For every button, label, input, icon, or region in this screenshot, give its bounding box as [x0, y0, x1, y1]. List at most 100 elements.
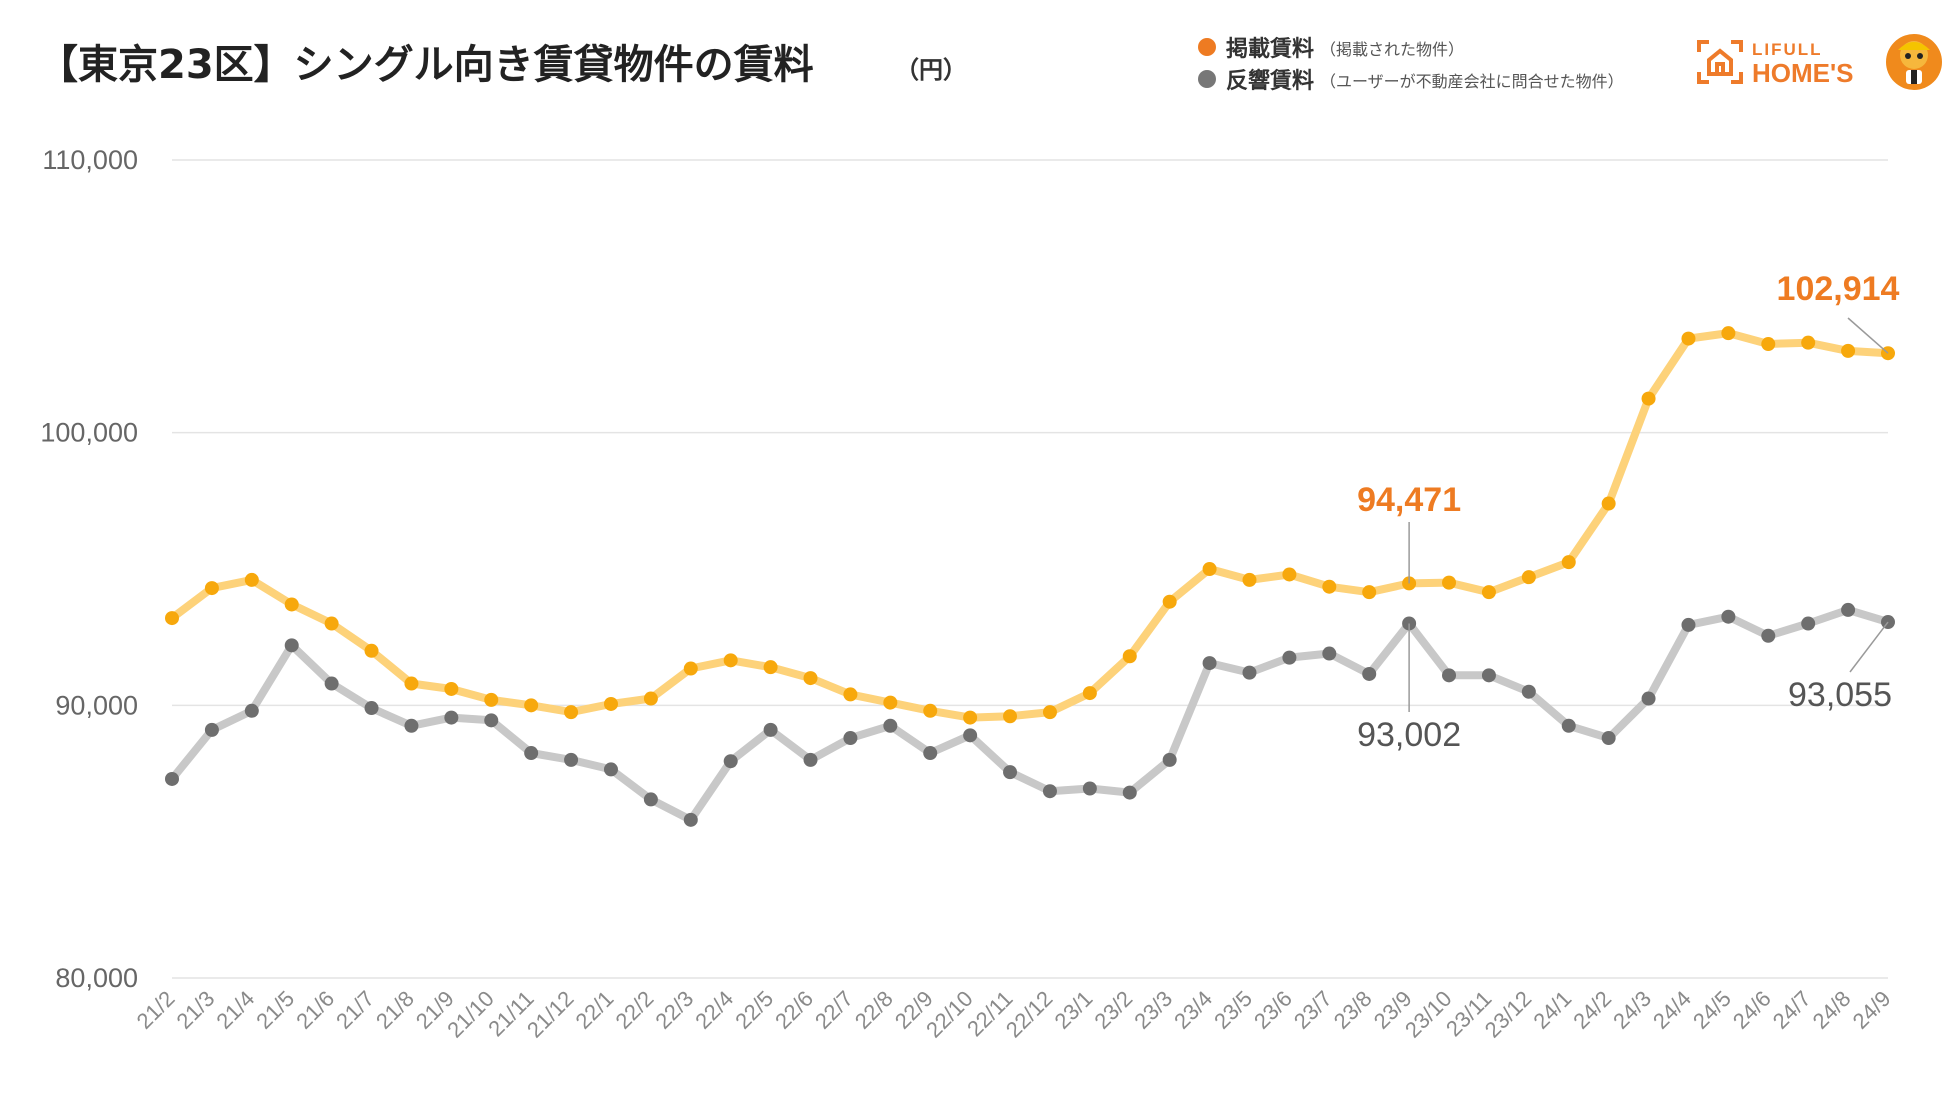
annotation-label: 93,002	[1357, 716, 1461, 754]
data-point-inquiry	[1322, 646, 1337, 661]
lifull-homes-logo: LIFULL HOME'S	[1697, 34, 1942, 90]
house-icon	[1697, 40, 1743, 84]
data-point-inquiry	[1202, 656, 1217, 671]
data-point-listing	[1242, 572, 1257, 587]
data-point-listing	[963, 710, 978, 725]
logo-text-lifull: LIFULL	[1752, 40, 1823, 59]
data-point-inquiry	[244, 703, 259, 718]
data-point-inquiry	[723, 754, 738, 769]
x-tick-label: 23/3	[1129, 986, 1177, 1034]
data-point-inquiry	[1282, 650, 1297, 665]
data-point-inquiry	[883, 718, 898, 733]
data-point-listing	[1122, 649, 1137, 664]
annotations: 94,471 93,002 102,914 93,055	[1357, 270, 1899, 754]
x-tick-label: 23/10	[1400, 986, 1457, 1043]
data-point-listing	[1721, 326, 1736, 341]
data-point-listing	[1641, 391, 1656, 406]
data-point-inquiry	[1042, 784, 1057, 799]
data-point-listing	[1442, 575, 1457, 590]
chart-unit: （円）	[895, 56, 967, 84]
x-tick-label: 23/5	[1209, 986, 1257, 1034]
y-tick-label: 100,000	[40, 418, 138, 448]
data-point-inquiry	[284, 638, 299, 653]
x-tick-label: 22/1	[571, 986, 619, 1034]
series-layer	[165, 326, 1895, 827]
data-point-listing	[284, 597, 299, 612]
x-tick-label: 23/1	[1049, 986, 1097, 1034]
data-point-inquiry	[1362, 666, 1377, 681]
data-point-listing	[683, 661, 698, 676]
x-tick-label: 22/10	[921, 986, 978, 1043]
data-point-inquiry	[643, 792, 658, 807]
data-point-listing	[843, 687, 858, 702]
x-tick-label: 23/8	[1329, 986, 1377, 1034]
legend-note-inquiry: （ユーザーが不動産会社に問合せた物件）	[1320, 72, 1624, 91]
x-tick-label: 22/4	[690, 986, 738, 1034]
data-point-inquiry	[165, 771, 179, 786]
data-point-inquiry	[603, 762, 618, 777]
data-point-listing	[723, 653, 738, 668]
data-point-inquiry	[1242, 665, 1257, 680]
x-tick-label: 21/10	[442, 986, 499, 1043]
data-point-inquiry	[963, 728, 978, 743]
data-point-listing	[1521, 570, 1536, 585]
x-tick-label: 22/12	[1001, 986, 1058, 1043]
data-point-inquiry	[1561, 718, 1576, 733]
chart-title: 【東京23区】シングル向き賃貸物件の賃料	[38, 42, 814, 88]
data-point-listing	[1801, 335, 1816, 350]
data-point-inquiry	[763, 722, 778, 737]
x-tick-label: 23/6	[1249, 986, 1297, 1034]
series-line-listing	[168, 329, 1892, 722]
data-point-listing	[1481, 585, 1496, 600]
data-point-inquiry	[324, 676, 339, 691]
annotation-label: 102,914	[1777, 270, 1900, 308]
x-tick-label: 21/7	[331, 986, 379, 1034]
data-point-inquiry	[1442, 668, 1457, 683]
data-point-inquiry	[484, 713, 499, 728]
data-point-listing	[1162, 594, 1177, 609]
data-point-inquiry	[1082, 781, 1097, 796]
data-point-listing	[1362, 585, 1377, 600]
legend-label-listing: 掲載賃料	[1226, 36, 1314, 62]
x-tick-label: 22/8	[850, 986, 898, 1034]
data-point-inquiry	[444, 710, 459, 725]
data-point-listing	[1681, 331, 1696, 346]
data-point-listing	[1322, 579, 1337, 594]
data-point-listing	[923, 703, 938, 718]
x-tick-label: 24/1	[1528, 986, 1576, 1034]
x-axis: 21/221/321/421/521/621/721/821/921/1021/…	[132, 986, 1896, 1043]
data-point-listing	[1761, 337, 1776, 352]
annotation-leader	[1849, 621, 1889, 673]
data-point-listing	[244, 572, 259, 587]
data-point-listing	[444, 681, 459, 696]
data-point-listing	[1561, 555, 1576, 570]
data-point-listing	[763, 660, 778, 675]
annotation-label: 93,055	[1788, 676, 1892, 714]
data-point-inquiry	[364, 701, 379, 716]
x-tick-label: 24/6	[1728, 986, 1776, 1034]
x-tick-label: 21/3	[171, 986, 219, 1034]
x-tick-label: 22/7	[810, 986, 858, 1034]
data-point-listing	[404, 676, 419, 691]
y-tick-label: 90,000	[55, 690, 138, 720]
data-point-inquiry	[1481, 668, 1496, 683]
data-point-inquiry	[1162, 752, 1177, 767]
x-tick-label: 24/7	[1768, 986, 1816, 1034]
x-tick-label: 21/5	[251, 986, 299, 1034]
data-point-listing	[564, 705, 579, 720]
x-tick-label: 24/8	[1808, 986, 1856, 1034]
data-point-listing	[1003, 709, 1018, 724]
x-tick-label: 21/4	[211, 986, 259, 1034]
x-tick-label: 23/7	[1289, 986, 1337, 1034]
x-tick-label: 23/2	[1089, 986, 1137, 1034]
x-tick-label: 24/9	[1848, 986, 1896, 1034]
x-tick-label: 22/5	[730, 986, 778, 1034]
data-point-inquiry	[1841, 602, 1856, 617]
data-point-inquiry	[1601, 731, 1616, 746]
legend-note-listing: （掲載された物件）	[1320, 40, 1464, 59]
data-point-listing	[1202, 562, 1217, 576]
y-tick-label: 80,000	[55, 963, 138, 993]
data-point-listing	[165, 611, 179, 626]
x-tick-label: 21/6	[291, 986, 339, 1034]
